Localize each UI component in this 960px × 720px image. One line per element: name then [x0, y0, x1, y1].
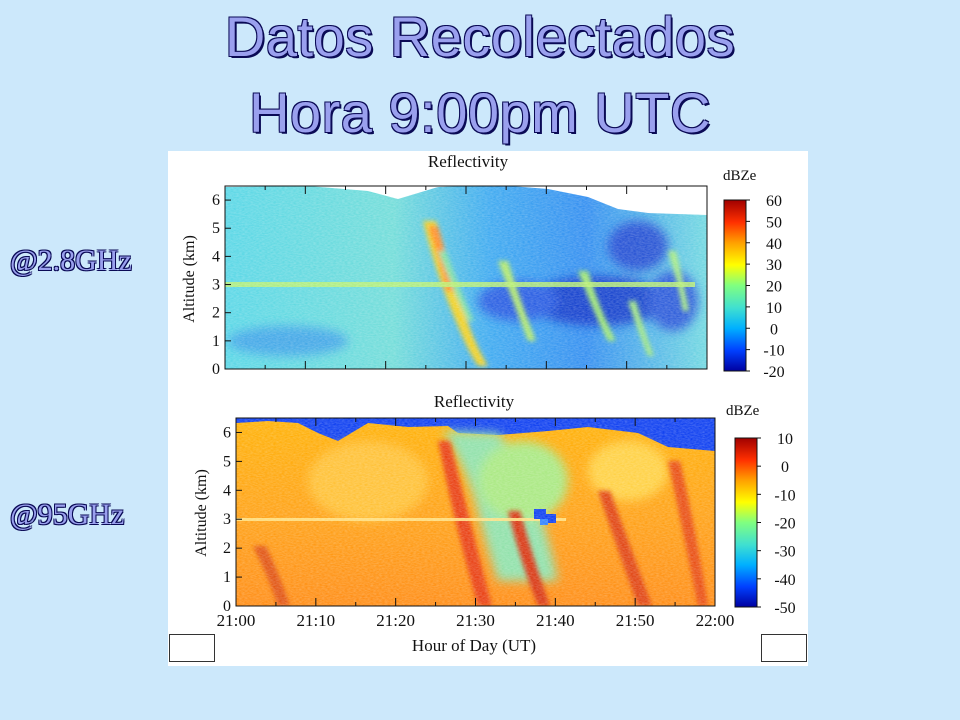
y-tick-label: 0 [223, 598, 231, 615]
y-tick-label: 0 [212, 361, 220, 378]
colorbar-tick-label: 60 [766, 193, 782, 210]
y-tick-label: 2 [212, 305, 220, 322]
colorbar-tick-label: 40 [766, 236, 782, 253]
w-band-panel: Reflectivity [193, 392, 796, 655]
bottom-y-axis: 0 1 2 3 4 5 6 [223, 424, 242, 615]
radar-reflectivity-figure: Reflectivity [168, 151, 808, 666]
y-tick-label: 5 [223, 453, 231, 470]
s-band-reflectivity-field [225, 186, 707, 369]
y-tick-label: 1 [223, 569, 231, 586]
colorbar-tick-label: -20 [774, 516, 795, 533]
colorbar-tick-label: 50 [766, 214, 782, 231]
frequency-label-bottom: @95GHz [10, 498, 125, 531]
bottom-y-axis-label: Altitude (km) [193, 469, 210, 557]
colorbar-tick-label: -50 [774, 600, 795, 617]
colorbar-tick-label: 10 [766, 300, 782, 317]
colorbar-tick-label: -40 [774, 572, 795, 589]
bottom-panel-title: Reflectivity [434, 392, 515, 411]
top-colorbar-ticks: 60 50 40 30 20 10 0 -10 -20 [746, 193, 785, 381]
x-tick-label: 21:50 [616, 611, 655, 630]
bottom-colorbar [734, 437, 758, 608]
y-tick-label: 4 [212, 248, 220, 265]
x-tick-label: 21:10 [296, 611, 335, 630]
top-x-axis [224, 186, 708, 369]
corner-box-right [761, 634, 807, 662]
x-tick-label: 21:00 [217, 611, 256, 630]
bottom-colorbar-label: dBZe [726, 403, 760, 419]
top-y-axis-label: Altitude (km) [181, 235, 198, 323]
y-tick-label: 3 [223, 511, 231, 528]
y-tick-label: 4 [223, 482, 231, 499]
top-colorbar [723, 199, 747, 372]
frequency-label-top: @2.8GHz [10, 244, 132, 277]
top-colorbar-label: dBZe [723, 168, 757, 184]
slide-title-line1: Datos Recolectados [224, 5, 736, 68]
slide-title-line2: Hora 9:00pm UTC [249, 81, 711, 144]
colorbar-tick-label: -10 [774, 487, 795, 504]
y-tick-label: 1 [212, 333, 220, 350]
y-tick-label: 6 [212, 192, 220, 209]
colorbar-tick-label: -20 [763, 364, 784, 381]
bottom-x-axis: 21:00 21:10 21:20 21:30 21:40 21:50 22:00 [217, 418, 735, 630]
x-tick-label: 21:20 [376, 611, 415, 630]
bottom-colorbar-ticks: 10 0 -10 -20 -30 -40 -50 [757, 431, 796, 617]
y-tick-label: 5 [212, 220, 220, 237]
x-tick-label: 21:40 [536, 611, 575, 630]
y-tick-label: 6 [223, 424, 231, 441]
colorbar-tick-label: 0 [770, 321, 778, 338]
s-band-panel: Reflectivity [181, 152, 785, 381]
w-band-reflectivity-field [236, 418, 715, 606]
x-tick-label: 21:30 [456, 611, 495, 630]
top-panel-title: Reflectivity [428, 152, 509, 171]
y-tick-label: 3 [212, 277, 220, 294]
y-tick-label: 2 [223, 540, 231, 557]
top-y-axis: 0 1 2 3 4 5 6 [212, 192, 231, 378]
colorbar-tick-label: 20 [766, 279, 782, 296]
colorbar-tick-label: 0 [781, 459, 789, 476]
colorbar-tick-label: 10 [777, 431, 793, 448]
colorbar-tick-label: -10 [763, 343, 784, 360]
bottom-x-axis-label: Hour of Day (UT) [412, 636, 536, 655]
colorbar-tick-label: -30 [774, 544, 795, 561]
colorbar-tick-label: 30 [766, 257, 782, 274]
corner-box-left [169, 634, 215, 662]
x-tick-label: 22:00 [696, 611, 735, 630]
